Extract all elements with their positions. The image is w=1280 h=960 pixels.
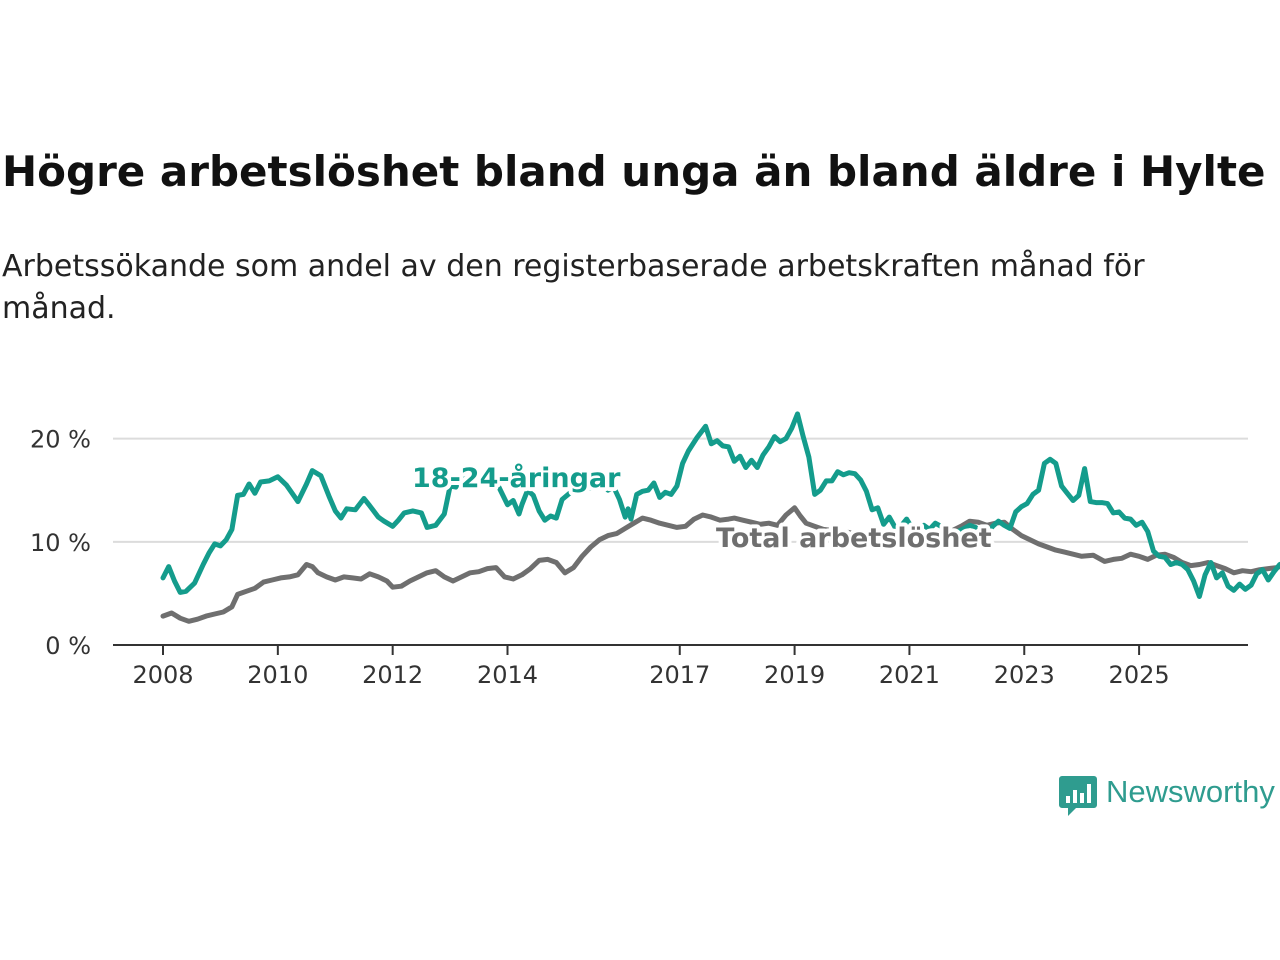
- x-tick-label: 2023: [994, 661, 1055, 689]
- bar-chart-speech-bubble-icon: [1059, 776, 1097, 816]
- line-chart: 0 % 10 % 20 % 2008 2010 2012 2014 2017 2019 2021 2…: [30, 411, 1280, 689]
- series-label-total: Total arbetslöshet: [716, 523, 992, 554]
- grid-lines: [113, 437, 1248, 543]
- chart-title: Högre arbetslöshet bland unga än bland ä…: [2, 147, 1266, 196]
- x-tick-label: 2010: [247, 661, 308, 689]
- series-label-18-24-halo: 18-24-åringar: [412, 462, 621, 494]
- x-tick-label: 2017: [649, 661, 710, 689]
- x-tick-label: 2014: [477, 661, 538, 689]
- x-tick-label: 2012: [362, 661, 423, 689]
- series-line-total: [160, 505, 1280, 624]
- series-line-18-24: [160, 411, 1280, 599]
- series-label-total-halo: Total arbetslöshet: [716, 523, 992, 554]
- x-tick-label: 2021: [879, 661, 940, 689]
- chart-subtitle: Arbetssökande som andel av den registerb…: [2, 249, 1145, 326]
- series-lines: [160, 411, 1280, 624]
- series-label-18-24: 18-24-åringar: [412, 462, 621, 494]
- y-tick-label: 10 %: [30, 529, 91, 557]
- brand-name: Newsworthy: [1106, 774, 1275, 809]
- y-tick-label: 20 %: [30, 426, 91, 454]
- x-tick-label: 2008: [132, 661, 193, 689]
- x-tick-label: 2025: [1109, 661, 1170, 689]
- newsworthy-logo: Newsworthy: [1056, 772, 1280, 820]
- x-tick-label: 2019: [764, 661, 825, 689]
- axes: 0 % 10 % 20 % 2008 2010 2012 2014 2017 2019 2021 2…: [30, 426, 1248, 689]
- y-tick-label: 0 %: [45, 632, 91, 660]
